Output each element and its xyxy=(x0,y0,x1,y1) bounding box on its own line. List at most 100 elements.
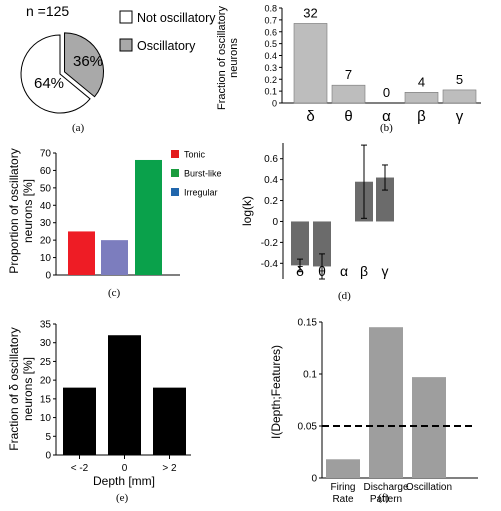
legend-swatch-oscillatory xyxy=(119,38,133,52)
bar-d-1 xyxy=(313,221,331,267)
y-tick-label-f: 0.15 xyxy=(298,318,318,329)
bar-b-1 xyxy=(331,84,366,104)
y-tick-label-b: 0.3 xyxy=(264,63,277,73)
bar-b-4 xyxy=(442,89,477,104)
y-axis-label-d: log(k) xyxy=(240,196,254,226)
x-tick-label-b-1: θ xyxy=(344,108,352,125)
bars-f xyxy=(326,327,446,478)
y-tick-label-b: 0.7 xyxy=(264,15,277,25)
y-tick-label-f: 0.05 xyxy=(298,422,318,433)
legend-label-c-burst-like: Burst-like xyxy=(184,169,222,179)
panel-c: Proportion of oscillatoryneurons [%] 0 10… xyxy=(7,148,222,299)
y-tick-label-c: 20 xyxy=(40,236,52,247)
legend-label-c-irregular: Irregular xyxy=(184,188,218,198)
y-tick-label-b: 0.1 xyxy=(264,87,277,97)
bar-e-2 xyxy=(153,387,186,455)
panel-label-b: (b) xyxy=(380,122,393,134)
x-tick-label-d-0: δ xyxy=(296,263,304,279)
panel-label-a: (a) xyxy=(72,122,85,134)
pie-slice-oscillatory xyxy=(64,32,105,98)
x-tick-label-e-1: 0 xyxy=(122,463,128,474)
y-tick-label-e: 35 xyxy=(40,320,52,331)
y-tick-label-c: 10 xyxy=(40,253,52,264)
bar-e-1 xyxy=(108,335,141,455)
y-tick-label-c: 60 xyxy=(40,166,52,177)
bar-d-4 xyxy=(376,177,394,222)
legend-label-c-tonic: Tonic xyxy=(184,150,206,160)
bar-f-1 xyxy=(369,327,403,478)
x-tick-label-b-2: α xyxy=(382,108,391,125)
x-tick-label-f-2: Oscillation xyxy=(406,482,452,493)
y-tick-label-b: 0.4 xyxy=(264,51,277,61)
x-tick-label-d-2: α xyxy=(340,263,348,279)
x-tick-label-f-0: Firing Rate xyxy=(330,482,355,505)
y-tick-label-f: 0 xyxy=(311,474,317,485)
y-tick-label-e: 10 xyxy=(40,413,52,424)
y-tick-label-b: 0.2 xyxy=(264,75,277,85)
y-tick-label-e: 30 xyxy=(40,338,52,349)
y-tick-label-b: 0 xyxy=(272,99,277,109)
y-tick-label-f: 0.1 xyxy=(303,370,317,381)
x-tick-label-d-1: θ xyxy=(318,263,326,279)
legend-swatch-c-tonic xyxy=(171,150,179,158)
data-label-b-2: 0 xyxy=(383,85,390,100)
bars-c xyxy=(68,159,162,275)
panel-b: Fraction of oscillatoryneurons 0 0.1 0.2 0.… xyxy=(216,4,481,134)
y-tick-label-e: 20 xyxy=(40,376,52,387)
y-tick-label-d: 0.6 xyxy=(264,154,278,165)
bar-f-2 xyxy=(412,377,446,478)
bar-c-burst-like xyxy=(135,159,162,275)
x-axis-label-e: Depth [mm] xyxy=(93,474,155,488)
pie-value-label-not-oscillatory: 64% xyxy=(34,75,64,92)
x-tick-label-e-0: < -2 xyxy=(71,463,89,474)
panel-e: Fraction of δ oscillatoryneurons [%] 0 5 1… xyxy=(7,320,191,504)
panel-f: I(Depth;Features) 0 0.05 0.1 0.15 Firing Rat… xyxy=(269,318,478,505)
bar-b-3 xyxy=(404,92,439,104)
x-ticks-e: < -2 0 > 2 xyxy=(71,455,177,474)
y-tick-label-c: 50 xyxy=(40,183,52,194)
pie-title: n =125 xyxy=(26,3,69,19)
y-tick-label-d: 0.4 xyxy=(264,175,278,186)
data-label-b-4: 5 xyxy=(456,72,463,87)
y-axis-label-f: I(Depth;Features) xyxy=(269,345,283,439)
bar-e-0 xyxy=(63,387,96,455)
panel-label-f: (f) xyxy=(378,492,389,504)
panel-label-e: (e) xyxy=(116,492,129,504)
data-label-b-3: 4 xyxy=(418,74,425,89)
legend-swatch-c-irregular xyxy=(171,188,179,196)
y-ticks-c: 0 10 20 30 40 50 60 70 xyxy=(40,149,56,282)
bar-c-irregular xyxy=(101,240,128,275)
pie-slice-not-oscillatory xyxy=(20,34,91,114)
y-tick-label-e: 0 xyxy=(45,451,51,462)
y-ticks-f: 0 0.05 0.1 0.15 xyxy=(298,318,322,485)
y-tick-label-c: 30 xyxy=(40,218,52,229)
bar-f-0 xyxy=(326,459,360,478)
x-tick-label-d-4: γ xyxy=(382,263,389,279)
legend-label-oscillatory: Oscillatory xyxy=(137,39,196,53)
x-tick-label-b-4: γ xyxy=(456,108,464,125)
bar-c-tonic xyxy=(68,231,95,275)
x-tick-label-b-3: β xyxy=(417,108,426,125)
y-axis-label-c: Proportion of oscillatoryneurons [%] xyxy=(7,148,35,273)
legend-swatch-c-burst-like xyxy=(171,169,179,177)
y-tick-label-b: 0.6 xyxy=(264,27,277,37)
x-tick-label-b-0: δ xyxy=(306,108,314,125)
bar-d-0 xyxy=(291,221,309,266)
panel-a: n =125 64% 36% Not oscillatory Oscillato… xyxy=(20,3,216,134)
y-tick-label-b: 0.8 xyxy=(264,4,277,14)
legend-label-not-oscillatory: Not oscillatory xyxy=(137,11,216,25)
panel-label-d: (d) xyxy=(338,290,351,302)
pie-value-label-oscillatory: 36% xyxy=(73,53,103,70)
x-tick-label-f-1: Discharge Pattern xyxy=(363,482,408,505)
bars-b: 32 7 0 4 5 xyxy=(293,5,477,104)
y-tick-label-e: 25 xyxy=(40,357,52,368)
panel-label-c: (c) xyxy=(108,287,121,299)
y-axis-label-e: Fraction of δ oscillatoryneurons [%] xyxy=(7,327,35,450)
x-tick-label-d-3: β xyxy=(360,263,368,279)
y-ticks-d: -0.4 -0.2 0 0.2 0.4 0.6 xyxy=(261,154,283,270)
y-tick-label-b: 0.5 xyxy=(264,39,277,49)
